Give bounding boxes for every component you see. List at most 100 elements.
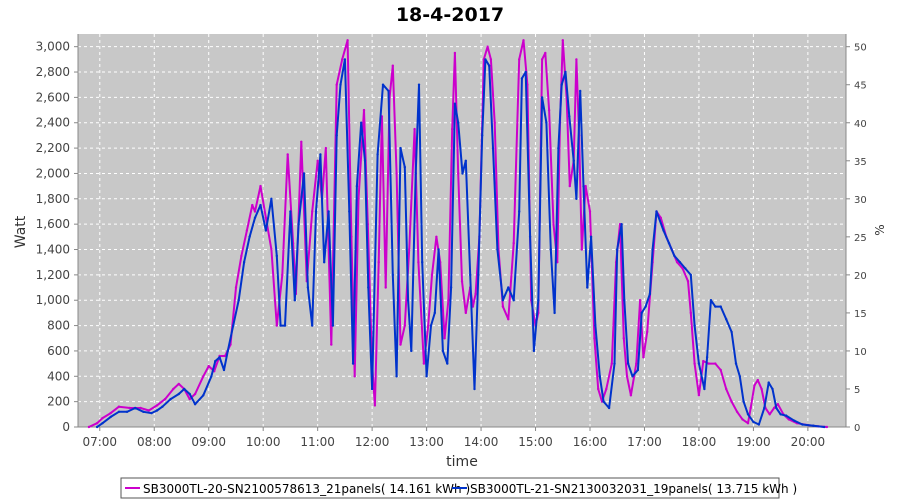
data-point-series-2 — [125, 410, 129, 413]
y2-tick-label: 5 — [854, 385, 860, 396]
data-point-series-1 — [357, 197, 360, 200]
data-point-series-2 — [101, 422, 104, 425]
data-point-series-2 — [714, 305, 717, 308]
data-point-series-2 — [410, 349, 413, 353]
x-tick-label: 16:00 — [573, 435, 608, 449]
y-tick-label: 200 — [47, 395, 70, 409]
data-point-series-2 — [616, 248, 619, 251]
data-point-series-1 — [417, 261, 420, 264]
data-point-series-2 — [275, 254, 278, 258]
data-point-series-1 — [561, 39, 564, 42]
data-point-series-2 — [360, 121, 363, 124]
y2-tick-label: 35 — [854, 157, 867, 168]
data-point-series-2 — [648, 292, 652, 296]
data-point-series-2 — [589, 235, 593, 238]
data-point-series-2 — [214, 359, 217, 363]
data-point-series-1 — [522, 39, 525, 42]
data-point-series-1 — [316, 159, 319, 162]
data-point-series-1 — [311, 210, 314, 213]
data-point-series-1 — [486, 45, 489, 48]
data-point-series-2 — [620, 223, 623, 226]
data-point-series-1 — [625, 375, 629, 378]
data-point-series-2 — [142, 410, 145, 413]
data-point-series-2 — [532, 349, 536, 353]
x-tick-label: 17:00 — [627, 435, 662, 449]
chart-title: 18-4-2017 — [396, 4, 504, 26]
data-point-series-2 — [161, 405, 164, 408]
data-point-series-2 — [613, 362, 616, 365]
data-point-series-2 — [109, 415, 112, 419]
y-tick-label: 1,200 — [36, 268, 70, 282]
data-point-series-2 — [391, 273, 394, 277]
data-point-series-1 — [95, 422, 99, 425]
data-point-series-2 — [549, 248, 552, 251]
y-tick-label: 1,600 — [36, 217, 70, 231]
data-point-series-2 — [297, 223, 300, 226]
data-point-series-1 — [147, 409, 150, 412]
data-point-series-2 — [339, 83, 342, 86]
data-point-series-2 — [607, 406, 611, 410]
data-point-series-2 — [662, 229, 665, 232]
data-point-series-2 — [623, 299, 626, 302]
data-point-series-1 — [245, 229, 249, 232]
data-point-series-1 — [593, 337, 596, 340]
data-point-series-2 — [177, 392, 180, 396]
data-point-series-1 — [286, 153, 289, 156]
data-point-series-1 — [193, 392, 197, 396]
data-point-series-2 — [367, 286, 370, 289]
data-point-series-2 — [572, 159, 575, 162]
data-point-series-1 — [453, 51, 457, 55]
y2-tick-label: 20 — [854, 271, 867, 282]
data-point-series-2 — [678, 261, 682, 264]
data-point-series-1 — [457, 172, 460, 175]
data-point-series-2 — [348, 210, 351, 213]
y-tick-label: 1,800 — [36, 192, 70, 206]
legend-entry-series-1: SB3000TL-20-SN2100578613_21panels( 14.16… — [143, 482, 470, 496]
data-point-series-1 — [330, 343, 333, 346]
data-point-series-2 — [767, 381, 770, 384]
data-point-series-1 — [335, 83, 338, 86]
data-point-series-1 — [341, 58, 344, 61]
data-point-series-2 — [564, 70, 567, 74]
data-point-series-2 — [779, 413, 782, 416]
data-point-series-1 — [422, 362, 426, 365]
data-point-series-1 — [719, 368, 722, 372]
data-point-series-1 — [188, 397, 191, 401]
data-point-series-2 — [823, 425, 826, 429]
legend: SB3000TL-20-SN2100578613_21panels( 14.16… — [120, 477, 797, 499]
data-point-series-2 — [331, 324, 335, 327]
data-point-series-1 — [128, 406, 131, 410]
data-point-series-2 — [631, 375, 634, 378]
data-point-series-2 — [226, 349, 229, 353]
data-point-series-2 — [421, 261, 424, 264]
data-point-series-2 — [746, 413, 750, 416]
data-point-series-1 — [544, 51, 547, 55]
data-point-series-1 — [253, 210, 257, 213]
data-point-series-2 — [557, 146, 560, 150]
x-tick-label: 19:00 — [736, 435, 771, 449]
data-point-series-2 — [568, 115, 571, 118]
data-point-series-1 — [638, 299, 642, 302]
data-point-series-2 — [626, 362, 630, 365]
data-point-series-2 — [636, 368, 640, 372]
data-point-series-2 — [188, 392, 191, 396]
data-point-series-1 — [430, 273, 434, 277]
data-point-series-1 — [202, 375, 205, 378]
data-point-series-2 — [453, 102, 457, 105]
data-point-series-2 — [540, 96, 544, 99]
y-tick-label: 2,000 — [36, 166, 70, 180]
data-point-series-2 — [598, 375, 601, 378]
data-point-series-1 — [324, 146, 327, 150]
x-axis-label: time — [446, 454, 478, 470]
data-point-series-1 — [605, 387, 608, 391]
data-point-series-2 — [693, 324, 696, 327]
data-point-series-1 — [207, 364, 210, 368]
y-tick-label: 2,800 — [36, 65, 70, 79]
data-point-series-2 — [218, 356, 221, 359]
data-point-series-1 — [413, 127, 416, 131]
data-point-series-1 — [776, 403, 780, 406]
x-tick-label: 12:00 — [355, 435, 390, 449]
data-point-series-2 — [248, 235, 251, 238]
data-point-series-2 — [183, 387, 186, 391]
data-point-series-1 — [251, 203, 254, 207]
